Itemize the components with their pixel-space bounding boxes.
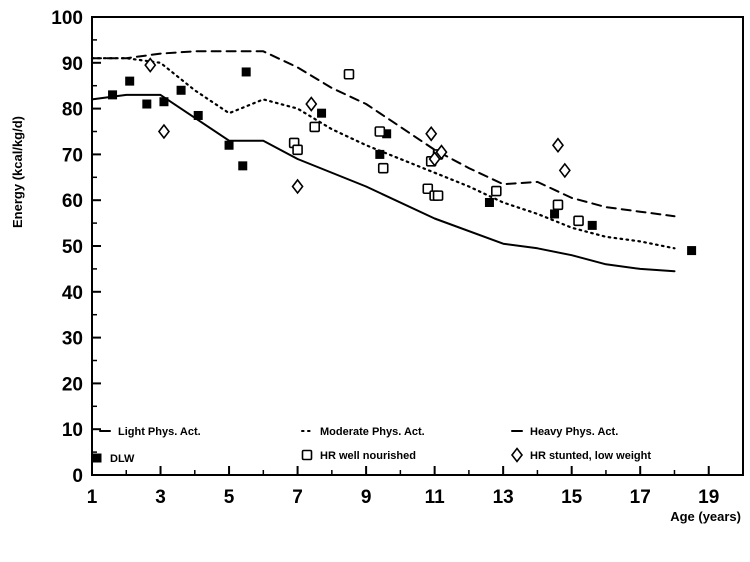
legend-entry-1: Moderate Phys. Act. <box>301 426 425 438</box>
x-axis-title: Age (years) <box>670 509 741 524</box>
legend-entry-4: HR well nourished <box>301 449 416 462</box>
y-tick-label: 20 <box>62 374 83 395</box>
x-tick-label: 3 <box>155 487 166 508</box>
legend-label-5: HR stunted, low weight <box>530 450 651 462</box>
legend-marker-open-square <box>301 449 313 461</box>
data-point-open-diamond <box>144 57 157 73</box>
legend-label-2: Heavy Phys. Act. <box>530 426 618 438</box>
data-point-open-diamond <box>435 144 448 160</box>
legend-label-0: Light Phys. Act. <box>118 426 201 438</box>
data-point-open-diamond <box>425 125 438 142</box>
data-point-open-square <box>377 162 389 174</box>
data-point-open-diamond <box>428 151 441 167</box>
data-point-filled-square <box>125 76 135 86</box>
y-tick-label: 80 <box>62 100 83 121</box>
y-tick-label: 50 <box>62 237 83 258</box>
data-point-open-square <box>573 215 584 227</box>
data-point-open-square <box>374 126 386 137</box>
data-point-open-square <box>491 185 502 197</box>
series-markers-group <box>108 57 697 256</box>
legend-label-3: DLW <box>110 453 135 465</box>
series-line-2 <box>91 50 676 218</box>
data-point-filled-square <box>484 197 494 207</box>
data-point-open-square <box>432 190 444 201</box>
series-line-0 <box>91 93 676 273</box>
data-point-open-square <box>343 68 355 80</box>
data-point-open-diamond <box>305 96 318 112</box>
y-tick-label: 100 <box>51 8 83 29</box>
series-lines-group <box>90 50 676 273</box>
data-point-filled-square <box>159 97 169 107</box>
y-tick-label: 10 <box>62 420 83 441</box>
data-point-filled-square <box>587 220 597 230</box>
y-tick-label: 70 <box>62 145 83 166</box>
data-point-filled-square <box>687 246 697 256</box>
legend-entry-3: DLW <box>92 453 135 465</box>
data-point-filled-square <box>142 99 152 109</box>
series-markers-4 <box>288 68 584 227</box>
y-tick-label: 30 <box>62 329 83 350</box>
data-point-open-square <box>552 199 564 211</box>
data-point-filled-square <box>375 149 385 159</box>
x-tick-label: 19 <box>698 487 719 508</box>
x-tick-label: 5 <box>224 487 235 508</box>
data-point-filled-square <box>176 85 186 95</box>
y-tick-label: 0 <box>72 466 83 487</box>
y-tick-label: 90 <box>62 54 83 75</box>
data-point-open-diamond <box>558 162 571 179</box>
x-tick-label: 13 <box>493 487 514 508</box>
data-point-filled-square <box>550 209 560 219</box>
legend-marker-open-diamond <box>510 447 524 463</box>
data-point-open-diamond <box>291 178 304 195</box>
legend-label-1: Moderate Phys. Act. <box>320 426 425 438</box>
data-point-open-diamond <box>157 123 170 140</box>
legend-entry-2: Heavy Phys. Act. <box>511 426 618 438</box>
x-tick-label: 15 <box>561 487 583 508</box>
x-tick-label: 7 <box>292 487 303 508</box>
legend: Light Phys. Act. Moderate Phys. Act. Heavy… <box>92 426 651 465</box>
data-point-open-square <box>292 144 303 156</box>
plot-frame <box>91 16 744 476</box>
data-point-filled-square <box>224 140 234 150</box>
legend-entry-0: Light Phys. Act. <box>99 426 201 438</box>
y-tick-label: 60 <box>62 191 83 212</box>
series-markers-3 <box>108 67 697 256</box>
x-tick-label: 1 <box>87 487 98 508</box>
data-point-open-square <box>309 121 321 133</box>
legend-marker-filled-square <box>92 453 102 463</box>
data-point-filled-square <box>317 108 327 118</box>
y-axis-title: Energy (kcal/kg/d) <box>10 116 25 228</box>
legend-label-4: HR well nourished <box>320 450 416 462</box>
x-tick-label: 11 <box>425 487 446 508</box>
y-tick-label: 40 <box>62 283 83 304</box>
data-point-filled-square <box>241 67 251 77</box>
series-markers-5 <box>144 57 571 195</box>
x-tick-label: 17 <box>630 487 651 508</box>
legend-entry-5: HR stunted, low weight <box>510 447 651 463</box>
data-point-open-diamond <box>551 137 564 154</box>
data-point-filled-square <box>238 161 248 171</box>
data-point-filled-square <box>108 90 118 100</box>
data-point-filled-square <box>193 110 203 120</box>
data-point-filled-square <box>382 129 392 139</box>
x-tick-label: 9 <box>361 487 372 508</box>
